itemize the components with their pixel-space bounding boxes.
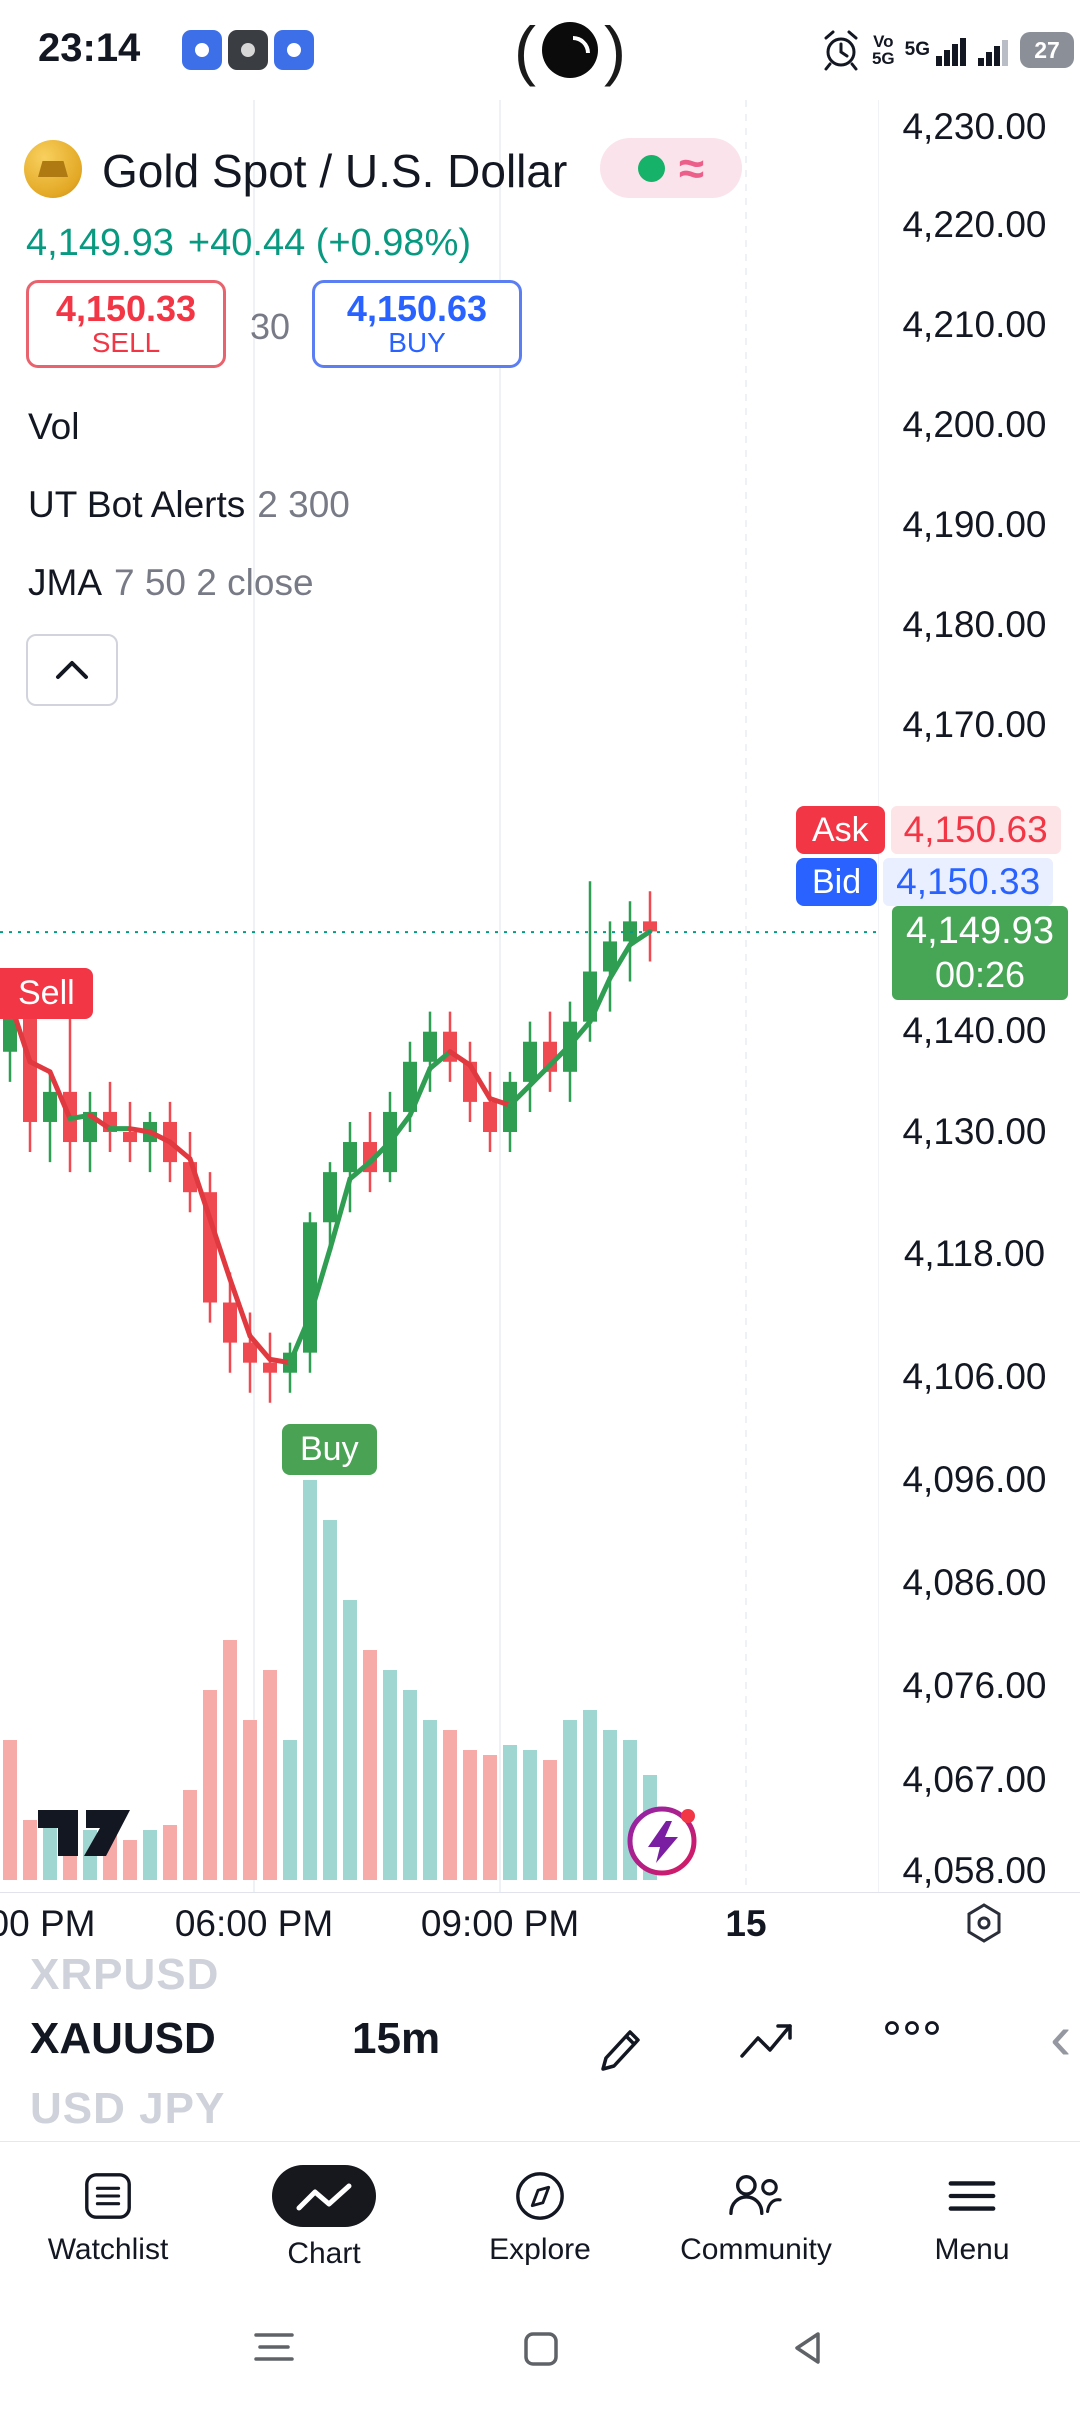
symbol-strip: XRPUSD XAUUSD 15m ‹ USD JPY [0,1956,1080,2142]
current-symbol[interactable]: XAUUSD [30,2014,216,2063]
time-axis-label: 00 PM [0,1903,96,1944]
price-axis-label: 4,190.00 [902,504,1047,545]
time-axis-label: 09:00 PM [420,1903,580,1944]
market-open-dot-icon [637,154,665,182]
recents-lines-icon[interactable] [252,2330,296,2364]
nav-menu[interactable]: Menu [864,2142,1080,2294]
price-axis-label: 4,180.00 [902,604,1047,645]
spread-value: 30 [249,306,291,347]
price-axis-label: 4,118.00 [903,1233,1046,1274]
camera-lens-icon [542,22,598,78]
battery-indicator: 27 [1020,32,1074,68]
bar-countdown: 00:26 [934,954,1026,996]
nav-watchlist[interactable]: Watchlist [0,2142,216,2294]
lightning-icon [648,1821,678,1863]
community-people-icon [729,2175,782,2216]
price-axis-label: 4,140.00 [902,1010,1047,1051]
draw-tool-icon[interactable] [594,2018,650,2074]
collapse-legend-button[interactable] [26,634,118,706]
app-notification-icon [228,30,268,70]
axis-settings-gear-icon[interactable] [962,1901,1006,1945]
legend-volume[interactable]: Vol [28,406,80,447]
status-icons: Vo 5G 5G 27 [820,0,1074,100]
price-axis-label: 4,106.00 [902,1356,1047,1397]
volte-badge: Vo 5G [871,32,895,68]
price-axis-label: 4,067.00 [902,1759,1047,1800]
price-change: +40.44 (+0.98%) [187,222,472,264]
last-price-countdown-box: 4,149.93 00:26 [892,906,1068,1000]
nav-chart-active[interactable]: Chart [216,2142,432,2294]
signal-bars-icon [936,38,966,66]
back-triangle-icon[interactable] [790,2330,824,2366]
more-options-icon[interactable] [884,2018,940,2038]
chart-wave-icon [296,2183,352,2211]
tradingview-logo [38,1810,130,1856]
clock: 23:14 [38,26,141,70]
interval-button[interactable]: 15m [352,2014,441,2063]
active-tab-pill [272,2165,376,2227]
buy-signal-label: Buy [282,1424,377,1475]
ask-price-row: Ask 4,150.63 [796,806,1061,854]
home-square-icon[interactable] [522,2330,560,2368]
legend-ut-bot-alerts[interactable]: UT Bot Alerts 2 300 [28,484,350,525]
alarm-icon [824,30,858,71]
next-symbol[interactable]: USD JPY [30,2084,226,2133]
nav-community[interactable]: Community [648,2142,864,2294]
indicators-icon[interactable] [738,2018,794,2062]
message-notification-icon [182,30,222,70]
time-axis-label: 15 [725,1903,767,1944]
quick-trade-fab[interactable] [620,1799,704,1883]
buy-button[interactable]: 4,150.63 BUY [312,280,522,368]
last-price-row: 4,149.93 +40.44 (+0.98%) [26,222,485,265]
delayed-data-icon: ≈ [678,142,705,194]
gold-symbol-logo [24,140,82,198]
camera-cutout: () [514,13,626,87]
last-price: 4,149.93 [26,222,174,264]
bid-value: 4,150.33 [883,858,1054,906]
symbol-title[interactable]: Gold Spot / U.S. Dollar [102,145,568,197]
ask-value: 4,150.63 [890,806,1061,854]
ask-tag: Ask [796,806,885,854]
legend-jma[interactable]: JMA 7 50 2 close [28,562,314,603]
time-axis[interactable]: 00 PM 06:00 PM 09:00 PM 15 [0,1892,1080,1956]
price-axis-label: 4,210.00 [902,304,1047,345]
explore-compass-icon [516,2172,564,2220]
price-axis-label: 4,086.00 [902,1562,1047,1603]
bid-tag: Bid [796,858,878,906]
watchlist-icon [85,2173,131,2219]
bid-price-row: Bid 4,150.33 [796,858,1054,906]
signal-bars-2-icon [978,40,1008,66]
message-notification-icon [274,30,314,70]
sell-button[interactable]: 4,150.33 SELL [26,280,226,368]
price-axis-label: 4,200.00 [902,404,1047,445]
last-price-label: 4,149.93 [906,910,1054,953]
price-axis-label: 4,058.00 [902,1850,1047,1891]
menu-hamburger-icon [948,2181,996,2211]
price-axis-label: 4,230.00 [902,106,1047,147]
notification-dot-icon [681,1809,695,1823]
price-axis-label: 4,130.00 [902,1111,1047,1152]
android-navigation-bar [0,2294,1080,2412]
time-axis-label: 06:00 PM [174,1903,334,1944]
bottom-navigation: Watchlist Chart Explore Com [0,2142,1080,2294]
price-axis-label: 4,076.00 [902,1665,1047,1706]
market-status-pill[interactable]: ≈ [600,138,742,198]
network-type-label: 5G [904,39,930,60]
sell-signal-label: Sell [0,968,93,1019]
price-axis-label: 4,170.00 [902,704,1047,745]
status-bar: 23:14 () Vo 5G 5G 27 [0,0,1080,100]
chevron-left-icon[interactable]: ‹ [1050,2001,1072,2073]
chart-header: Gold Spot / U.S. Dollar ≈ 4,149.93 +40.44… [0,100,880,720]
price-axis-label: 4,220.00 [902,204,1047,245]
nav-explore[interactable]: Explore [432,2142,648,2294]
price-axis-label: 4,096.00 [902,1459,1047,1500]
chevron-up-icon [56,661,88,679]
prev-symbol[interactable]: XRPUSD [30,1956,220,1999]
